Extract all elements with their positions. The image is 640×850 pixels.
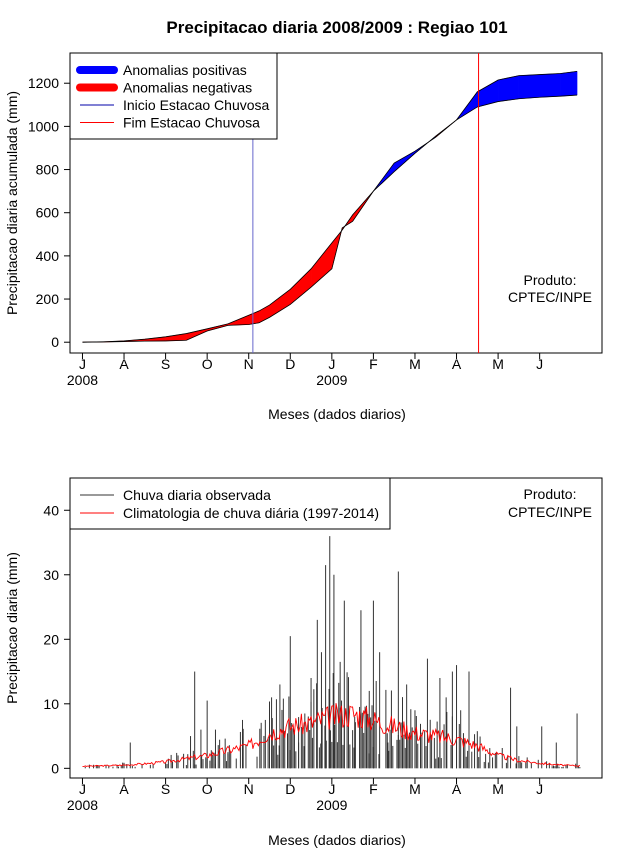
x-tick-label: A [119, 781, 129, 797]
y-axis: 0 200 400 600 800 1000 1200 [28, 75, 71, 350]
x-tick-label: M [492, 356, 504, 372]
x-tick-label: J [328, 356, 335, 372]
climatology-line [82, 703, 581, 768]
anomaly-areas [82, 70, 578, 343]
y-tick-label: 0 [51, 760, 59, 776]
year-label: 2008 [67, 797, 98, 813]
y-tick-label: 600 [36, 205, 60, 221]
y-axis-label: Precipitacao diaria (mm) [4, 552, 20, 704]
y-tick-label: 1000 [28, 118, 59, 134]
legend-label: Anomalias negativas [123, 80, 252, 96]
climatology-accumulated-line [82, 94, 578, 343]
x-tick-label: O [202, 781, 213, 797]
legend-label: Anomalias positivas [123, 62, 247, 78]
legend-label: Climatologia de chuva diária (1997-2014) [123, 505, 379, 521]
y-tick-label: 200 [36, 291, 60, 307]
y-axis-label: Precipitacao diaria acumulada (mm) [4, 91, 20, 315]
y-tick-label: 800 [36, 162, 60, 178]
x-tick-label: J [536, 356, 543, 372]
positive-anomaly-segment [477, 79, 499, 108]
x-tick-label: F [369, 356, 378, 372]
x-tick-label: A [452, 781, 462, 797]
year-label: 2009 [316, 797, 347, 813]
legend-box [69, 477, 391, 530]
legend-label: Fim Estacao Chuvosa [123, 115, 260, 131]
product-note-line1: Produto: [524, 272, 577, 288]
positive-anomaly-segment [539, 73, 561, 98]
y-tick-label: 40 [43, 502, 59, 518]
x-tick-label: D [285, 781, 295, 797]
x-tick-label: S [161, 356, 170, 372]
negative-anomaly-segment [269, 288, 291, 318]
x-tick-label: O [202, 356, 213, 372]
x-tick-label: D [285, 356, 295, 372]
y-tick-label: 0 [51, 334, 59, 350]
y-axis: 0 10 20 30 40 [43, 502, 71, 776]
climatology-series-line [82, 703, 581, 768]
negative-anomaly-segment [165, 333, 187, 342]
legend: Chuva diaria observada Climatologia de ch… [69, 477, 391, 530]
y-tick-label: 10 [43, 696, 59, 712]
x-tick-label: J [328, 781, 335, 797]
x-tick-label: N [244, 356, 254, 372]
x-tick-label: F [369, 781, 378, 797]
product-note-line2: CPTEC/INPE [508, 504, 592, 520]
x-tick-label: J [536, 781, 543, 797]
legend-label: Inicio Estacao Chuvosa [123, 97, 270, 113]
product-note-line2: CPTEC/INPE [508, 289, 592, 305]
y-tick-label: 20 [43, 631, 59, 647]
year-label: 2008 [67, 372, 98, 388]
positive-anomaly-segment [518, 74, 540, 100]
x-tick-label: J [79, 781, 86, 797]
accumulated-precipitation-panel: Precipitacao diaria 2008/2009 : Regiao 1… [4, 18, 603, 422]
y-tick-label: 30 [43, 567, 59, 583]
x-tick-label: N [244, 781, 254, 797]
x-tick-label: J [79, 356, 86, 372]
x-tick-label: S [161, 781, 170, 797]
x-tick-label: M [492, 781, 504, 797]
observed-accumulated-line [82, 70, 578, 343]
legend: Anomalias positivas Anomalias negativasIn… [69, 52, 278, 140]
positive-anomaly-segment [560, 71, 578, 97]
daily-rain-bars [84, 536, 581, 769]
x-tick-label: A [452, 356, 462, 372]
x-axis-label: Meses (dados diarios) [268, 406, 406, 422]
y-tick-label: 400 [36, 248, 60, 264]
year-label: 2009 [316, 372, 347, 388]
product-note-line1: Produto: [524, 486, 577, 502]
x-tick-label: M [409, 781, 421, 797]
x-tick-label: A [119, 356, 129, 372]
y-tick-label: 1200 [28, 75, 59, 91]
legend-label: Chuva diaria observada [123, 487, 271, 503]
x-tick-label: M [409, 356, 421, 372]
chart-title: Precipitacao diaria 2008/2009 : Regiao 1… [166, 18, 507, 37]
x-axis-label: Meses (dados diarios) [268, 832, 406, 848]
